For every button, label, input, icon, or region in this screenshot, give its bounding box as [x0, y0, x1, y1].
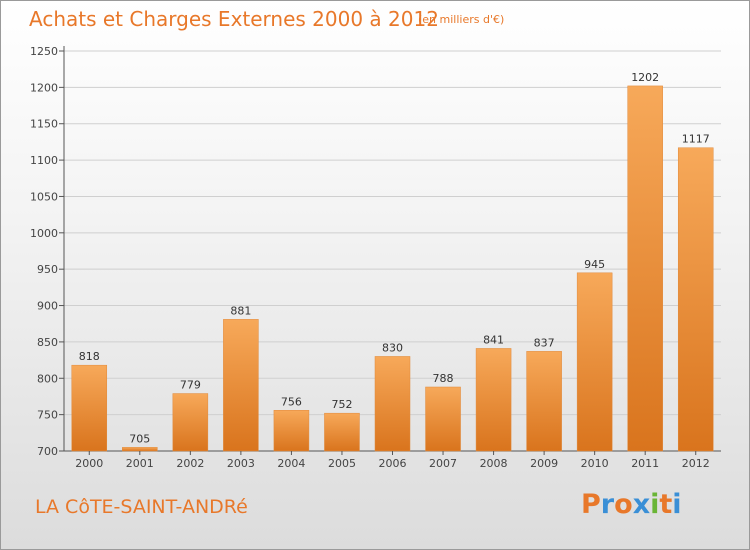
x-tick-label: 2011: [631, 457, 659, 470]
data-label: 818: [79, 350, 100, 363]
x-tick-label: 2008: [480, 457, 508, 470]
y-tick-label: 750: [37, 409, 58, 422]
y-tick-label: 1100: [30, 154, 58, 167]
bar: [526, 351, 562, 452]
bar: [475, 348, 512, 452]
logo-letter: i: [672, 489, 682, 520]
data-label: 752: [331, 398, 352, 411]
y-tick-label: 1000: [30, 227, 58, 240]
y-tick-label: 850: [37, 336, 58, 349]
y-tick-label: 1150: [30, 118, 58, 131]
data-label: 756: [281, 395, 302, 408]
bar: [627, 85, 663, 452]
city-name: LA CôTE-SAINT-ANDRé: [35, 496, 248, 518]
chart-subtitle: (en milliers d'€): [418, 13, 505, 26]
y-tick-label: 1200: [30, 81, 58, 94]
y-tick-label: 900: [37, 300, 58, 313]
bar: [122, 447, 158, 452]
bar: [576, 272, 613, 452]
bar: [374, 356, 411, 452]
logo-letter: r: [600, 489, 615, 520]
logo-letter: x: [632, 489, 651, 520]
bar: [223, 319, 259, 452]
x-tick-label: 2003: [227, 457, 255, 470]
chart-title: Achats et Charges Externes 2000 à 2012: [29, 7, 439, 31]
data-label: 830: [382, 341, 403, 354]
y-tick-label: 700: [37, 445, 58, 458]
x-tick-label: 2012: [682, 457, 710, 470]
data-label: 837: [534, 336, 555, 349]
data-label: 841: [483, 333, 504, 346]
y-tick-label: 950: [37, 263, 58, 276]
x-tick-label: 2004: [277, 457, 305, 470]
x-tick-label: 2000: [75, 457, 103, 470]
data-label: 1117: [682, 133, 710, 146]
x-tick-label: 2002: [176, 457, 204, 470]
y-tick-label: 800: [37, 372, 58, 385]
logo-letter: P: [581, 489, 601, 520]
logo-letter: o: [614, 489, 633, 520]
x-tick-label: 2001: [126, 457, 154, 470]
logo-letter: i: [650, 489, 660, 520]
bar: [273, 410, 310, 452]
bar: [324, 412, 360, 452]
data-label: 705: [129, 432, 150, 445]
data-label: 1202: [631, 71, 659, 84]
x-tick-label: 2010: [581, 457, 609, 470]
data-label: 945: [584, 258, 605, 271]
bar: [71, 364, 108, 452]
bar: [677, 147, 714, 452]
logo-letter: t: [659, 489, 673, 520]
x-tick-label: 2006: [379, 457, 407, 470]
proxiti-logo[interactable]: Proxiti: [581, 489, 682, 520]
bar: [172, 393, 209, 452]
data-label: 779: [180, 379, 201, 392]
data-label: 788: [433, 372, 454, 385]
x-tick-label: 2007: [429, 457, 457, 470]
y-tick-label: 1050: [30, 190, 58, 203]
data-label: 881: [230, 304, 251, 317]
x-tick-label: 2009: [530, 457, 558, 470]
bar: [425, 386, 461, 452]
x-tick-label: 2005: [328, 457, 356, 470]
y-tick-label: 1250: [30, 45, 58, 58]
